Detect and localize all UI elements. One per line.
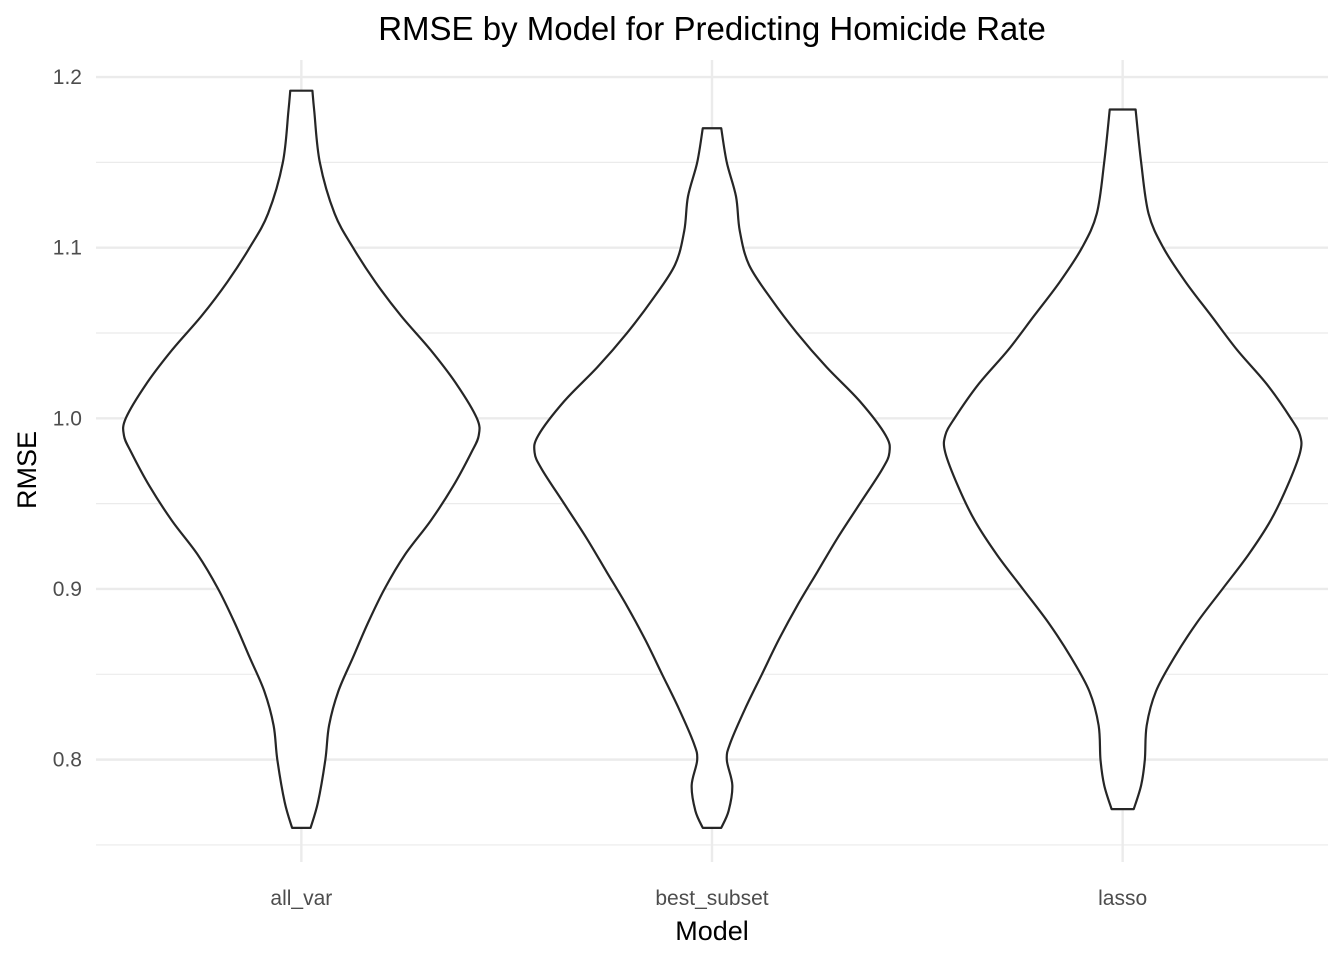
y-tick-label: 1.1 — [53, 237, 82, 260]
y-axis-tick-labels: 0.8 0.9 1.0 1.1 1.2 — [53, 66, 82, 772]
violins — [122, 89, 1303, 829]
x-tick-label: all_var — [270, 887, 332, 910]
x-tick-label: best_subset — [655, 887, 768, 910]
x-axis-tick-labels: all_var best_subset lasso — [270, 887, 1147, 910]
y-tick-label: 1.2 — [53, 66, 82, 89]
violin-all_var — [122, 89, 481, 829]
x-axis-title: Model — [675, 916, 749, 946]
violin-best_subset — [533, 127, 891, 829]
violin-lasso — [942, 108, 1303, 811]
y-tick-label: 1.0 — [53, 407, 82, 430]
chart-title: RMSE by Model for Predicting Homicide Ra… — [378, 10, 1046, 47]
x-tick-label: lasso — [1098, 887, 1147, 910]
y-tick-label: 0.9 — [53, 578, 82, 601]
y-tick-label: 0.8 — [53, 749, 82, 772]
y-axis-title: RMSE — [12, 431, 42, 509]
